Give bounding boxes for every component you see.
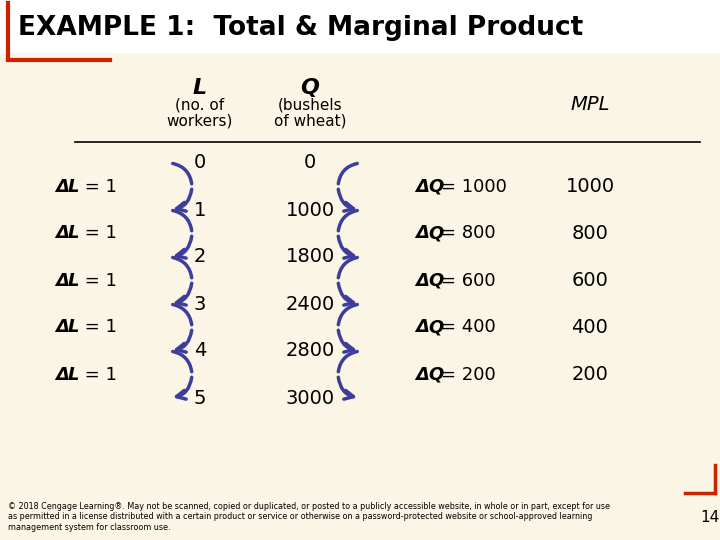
Text: Q: Q	[300, 78, 320, 98]
Text: L: L	[68, 319, 79, 336]
Text: = 1000: = 1000	[441, 178, 507, 195]
Text: Δ: Δ	[415, 319, 429, 336]
Text: 4: 4	[194, 341, 206, 361]
Text: 0: 0	[304, 153, 316, 172]
Text: = 200: = 200	[441, 366, 496, 383]
Text: Δ: Δ	[55, 272, 69, 289]
Text: = 800: = 800	[441, 225, 495, 242]
Text: (bushels: (bushels	[278, 98, 342, 113]
Text: 2800: 2800	[285, 341, 335, 361]
Text: Q: Q	[428, 366, 444, 383]
Text: of wheat): of wheat)	[274, 113, 346, 128]
Text: = 1: = 1	[79, 366, 117, 383]
Text: workers): workers)	[167, 113, 233, 128]
Text: 400: 400	[572, 318, 608, 337]
Text: 200: 200	[572, 365, 608, 384]
Text: 1: 1	[194, 200, 206, 219]
Text: L: L	[68, 225, 79, 242]
Text: Δ: Δ	[415, 225, 429, 242]
Text: Δ: Δ	[415, 272, 429, 289]
Bar	[0, 0, 720, 52]
Text: 5: 5	[194, 388, 206, 408]
Text: EXAMPLE 1:  Total & Marginal Product: EXAMPLE 1: Total & Marginal Product	[18, 15, 583, 41]
Text: Q: Q	[428, 178, 444, 195]
Text: (no. of: (no. of	[176, 98, 225, 113]
Text: 2: 2	[194, 247, 206, 267]
Text: 3: 3	[194, 294, 206, 314]
Text: = 1: = 1	[79, 178, 117, 195]
Text: = 1: = 1	[79, 272, 117, 289]
Text: © 2018 Cengage Learning®. May not be scanned, copied or duplicated, or posted to: © 2018 Cengage Learning®. May not be sca…	[8, 502, 610, 532]
Text: 0: 0	[194, 153, 206, 172]
Text: = 1: = 1	[79, 319, 117, 336]
Text: L: L	[68, 272, 79, 289]
Text: 2400: 2400	[285, 294, 335, 314]
Text: 3000: 3000	[285, 388, 335, 408]
Text: L: L	[68, 366, 79, 383]
Text: Δ: Δ	[415, 366, 429, 383]
Text: MPL: MPL	[570, 95, 610, 114]
Text: 1800: 1800	[285, 247, 335, 267]
Text: Δ: Δ	[55, 178, 69, 195]
Text: 1000: 1000	[285, 200, 335, 219]
Text: = 1: = 1	[79, 225, 117, 242]
Text: = 400: = 400	[441, 319, 496, 336]
Text: Δ: Δ	[55, 319, 69, 336]
Text: 600: 600	[572, 271, 608, 290]
Text: Δ: Δ	[55, 225, 69, 242]
Text: L: L	[68, 178, 79, 195]
Text: L: L	[193, 78, 207, 98]
Text: = 600: = 600	[441, 272, 495, 289]
Text: Δ: Δ	[415, 178, 429, 195]
Text: 1000: 1000	[565, 177, 615, 196]
Text: Δ: Δ	[55, 366, 69, 383]
Text: Q: Q	[428, 225, 444, 242]
Text: 800: 800	[572, 224, 608, 243]
Text: 14: 14	[700, 510, 719, 525]
Text: Q: Q	[428, 319, 444, 336]
Text: Q: Q	[428, 272, 444, 289]
